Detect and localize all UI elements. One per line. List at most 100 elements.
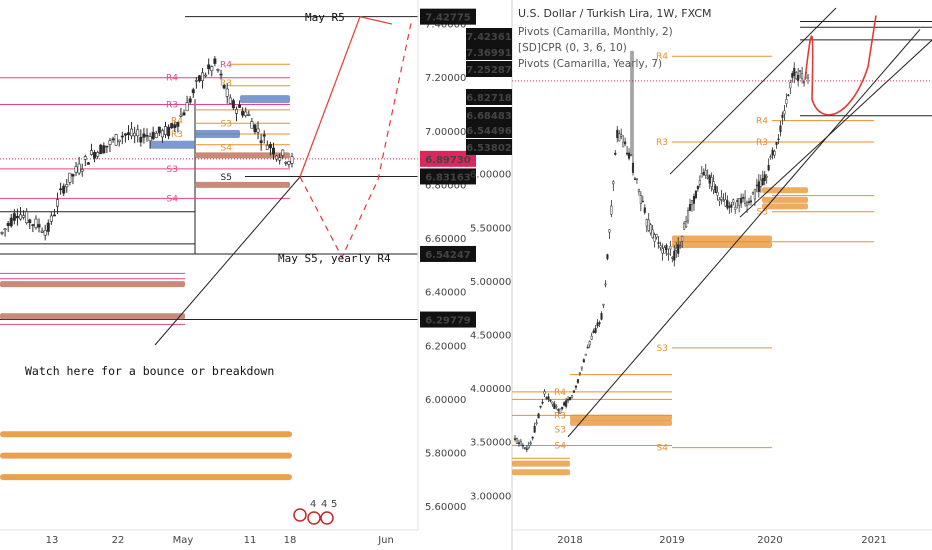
candle-body bbox=[580, 366, 583, 369]
candle-body bbox=[93, 152, 97, 159]
pivot-label: S5 bbox=[221, 173, 232, 183]
candle-body bbox=[49, 215, 53, 222]
candle-body bbox=[744, 197, 747, 204]
candle-body bbox=[271, 147, 275, 155]
y-tick-label: 7.40000 bbox=[425, 20, 466, 31]
y-tick-label: 4.00000 bbox=[470, 384, 511, 395]
candle-body bbox=[519, 441, 522, 446]
pivot-label: S4 bbox=[657, 444, 669, 454]
candle-body bbox=[631, 162, 635, 173]
right-x-ticks: 2018 2019 2020 2021 bbox=[557, 535, 886, 546]
candle-body bbox=[241, 110, 245, 116]
candle-body bbox=[244, 111, 248, 117]
flag-icons[interactable]: 4 4 5 bbox=[293, 499, 337, 525]
candle-body bbox=[799, 70, 802, 72]
candle-body bbox=[685, 221, 688, 228]
candle-body bbox=[176, 122, 180, 127]
candle-body bbox=[708, 174, 711, 184]
channel-upper-line bbox=[669, 7, 837, 175]
us-flag-icon[interactable] bbox=[293, 508, 307, 522]
candle-body bbox=[720, 196, 723, 200]
candle-body bbox=[722, 199, 725, 202]
x-tick-label: 2019 bbox=[659, 535, 684, 546]
candle-body bbox=[102, 145, 106, 154]
legend-indicator-yearly[interactable]: Pivots (Camarilla, Yearly, 7) bbox=[518, 58, 662, 70]
pivot-label: R4 bbox=[166, 74, 178, 84]
candle-body bbox=[12, 213, 16, 221]
candle-body bbox=[590, 335, 593, 340]
candle-body bbox=[157, 126, 161, 134]
candle-body bbox=[167, 126, 171, 137]
candle-body bbox=[749, 200, 753, 203]
candle-body bbox=[639, 195, 642, 204]
left-static-lines bbox=[0, 16, 418, 321]
pivot-label: S3 bbox=[657, 344, 668, 354]
candle-body bbox=[228, 97, 232, 104]
candle-body bbox=[726, 200, 729, 209]
candle-body bbox=[111, 138, 115, 141]
candle-body bbox=[647, 219, 650, 231]
candle-body bbox=[114, 134, 118, 146]
candle-body bbox=[803, 81, 806, 84]
candle-body bbox=[728, 205, 731, 208]
candle-body bbox=[641, 200, 644, 203]
candle-body bbox=[194, 79, 198, 82]
annotation-watch-note: Watch here for a bounce or breakdown bbox=[25, 364, 274, 378]
candle-body bbox=[247, 114, 251, 116]
candle-body bbox=[578, 372, 581, 375]
cpr-band-blue bbox=[195, 129, 240, 138]
candle-body bbox=[120, 135, 124, 138]
y-tick-label: 7.00000 bbox=[425, 127, 466, 138]
candle-body bbox=[785, 99, 788, 104]
candle-body bbox=[188, 98, 192, 103]
candle-body bbox=[716, 191, 719, 196]
y-tick-label: 3.50000 bbox=[470, 438, 511, 449]
candle-body bbox=[539, 405, 542, 408]
left-price-tags: 7.42775 6.89730 6.83163 6.54247 6.29779 bbox=[420, 8, 476, 328]
candle-body bbox=[265, 145, 269, 150]
candle-body bbox=[663, 247, 666, 254]
candle-body bbox=[253, 124, 257, 133]
y-tick-label: 6.20000 bbox=[425, 341, 466, 352]
tr-flag-icon[interactable] bbox=[320, 511, 334, 525]
candle-body bbox=[789, 82, 792, 89]
cpr-band-blue bbox=[240, 95, 290, 104]
pivot-label: R3 bbox=[656, 138, 668, 148]
x-tick-label: 11 bbox=[244, 535, 257, 546]
x-tick-label: 2021 bbox=[861, 535, 886, 546]
cpr-band bbox=[672, 241, 772, 248]
legend-indicator-monthly[interactable]: Pivots (Camarilla, Monthly, 2) bbox=[518, 26, 673, 38]
candle-body bbox=[618, 133, 621, 142]
candle-body bbox=[745, 202, 749, 206]
panel-divider bbox=[476, 0, 512, 550]
candle-body bbox=[586, 346, 589, 349]
candle-body bbox=[565, 400, 568, 407]
candle-body bbox=[545, 397, 548, 399]
candle-body bbox=[99, 144, 103, 155]
legend-indicator-cpr[interactable]: [SD]CPR (0, 3, 6, 10) bbox=[518, 42, 627, 54]
right-candles bbox=[513, 50, 810, 453]
candle-body bbox=[179, 114, 183, 117]
candle-body bbox=[543, 391, 546, 395]
candle-body bbox=[238, 104, 242, 108]
pivot-label: R4 bbox=[756, 117, 768, 127]
candle-body bbox=[681, 236, 684, 242]
pivot-label: R4 bbox=[554, 388, 566, 398]
pivot-label: S3 bbox=[167, 165, 178, 175]
candle-body bbox=[523, 447, 526, 449]
price-tag-label: 6.89730 bbox=[425, 155, 471, 166]
candle-body bbox=[71, 173, 75, 177]
price-tag bbox=[466, 139, 512, 155]
candle-body bbox=[667, 253, 670, 255]
price-tag bbox=[466, 44, 512, 60]
candle-body bbox=[610, 205, 613, 215]
candle-body bbox=[527, 445, 530, 449]
price-tag-label: 6.53802 bbox=[466, 143, 512, 154]
candle-body bbox=[688, 204, 692, 211]
candle-body bbox=[614, 152, 617, 155]
candle-body bbox=[46, 222, 50, 232]
us-flag-icon[interactable] bbox=[307, 511, 321, 525]
right-chart-panel: R4R3R4R3S3S3S4R4R3S3S4 U.S. Dollar / Tur… bbox=[466, 0, 932, 550]
candle-body bbox=[675, 247, 678, 251]
candle-body bbox=[649, 224, 652, 234]
